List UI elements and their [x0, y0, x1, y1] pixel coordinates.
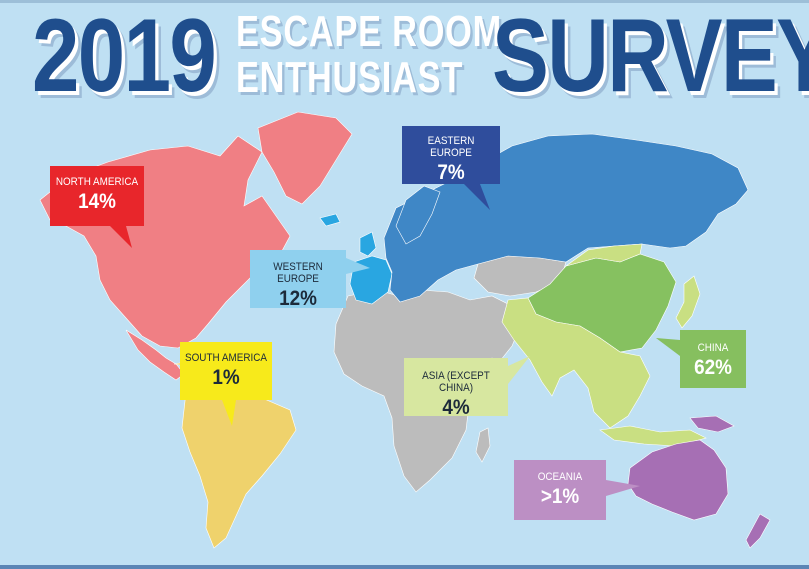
- pointer-north-america: [110, 226, 132, 248]
- region-iceland: [319, 213, 341, 227]
- label-china-value: 62%: [694, 356, 732, 379]
- label-north-america-value: 14%: [78, 190, 116, 213]
- label-oceania: OCEANIA >1%: [514, 460, 606, 520]
- pointer-asia: [508, 356, 530, 384]
- page-title: 2019 ESCAPE ROOM ENTHUSIAST SURVEY: [0, 4, 809, 116]
- label-western-europe-name: WESTERN EUROPE: [273, 261, 323, 285]
- pointer-western-europe: [346, 258, 370, 274]
- region-new-zealand: [745, 513, 771, 549]
- label-south-america-value: 1%: [212, 366, 240, 389]
- label-western-europe: WESTERN EUROPE 12%: [250, 250, 346, 310]
- region-uk: [359, 231, 377, 257]
- label-western-europe-value: 12%: [279, 287, 317, 310]
- region-south-america: [181, 383, 297, 549]
- title-line-1: ESCAPE ROOM: [236, 7, 503, 56]
- label-asia-except-china: ASIA (EXCEPT CHINA) 4%: [404, 358, 508, 419]
- label-eastern-europe: EASTERN EUROPE 7%: [402, 126, 500, 184]
- pointer-eastern-europe: [464, 184, 490, 210]
- label-asia-except-china-value: 4%: [442, 396, 470, 419]
- region-new-guinea: [689, 415, 735, 433]
- region-madagascar: [475, 427, 491, 463]
- title-line-2: ENTHUSIAST: [236, 53, 464, 102]
- region-scandinavia: [395, 185, 441, 245]
- region-japan: [675, 275, 701, 329]
- top-border: [0, 0, 809, 3]
- label-south-america-name: SOUTH AMERICA: [185, 352, 267, 364]
- region-australia: [627, 439, 729, 521]
- label-china: CHINA 62%: [680, 330, 746, 388]
- region-greenland: [257, 111, 353, 205]
- title-survey: SURVEY: [492, 0, 809, 114]
- bottom-border: [0, 565, 809, 569]
- label-china-name: CHINA: [697, 342, 729, 354]
- pointer-oceania: [606, 480, 640, 496]
- region-asia-except-china: [501, 297, 651, 429]
- label-north-america-name: NORTH AMERICA: [55, 176, 139, 188]
- label-south-america: SOUTH AMERICA 1%: [180, 342, 272, 400]
- pointer-south-america: [222, 400, 236, 426]
- label-oceania-value: >1%: [540, 485, 580, 508]
- region-mongolia: [565, 243, 643, 267]
- title-year: 2019: [32, 0, 217, 114]
- label-eastern-europe-value: 7%: [437, 161, 465, 184]
- label-north-america: NORTH AMERICA 14%: [50, 166, 144, 226]
- label-oceania-name: OCEANIA: [537, 471, 583, 483]
- pointer-china: [656, 338, 680, 356]
- label-eastern-europe-name: EASTERN EUROPE: [427, 135, 475, 159]
- region-indonesia: [599, 425, 707, 447]
- label-asia-except-china-name: ASIA (EXCEPT CHINA): [422, 370, 490, 394]
